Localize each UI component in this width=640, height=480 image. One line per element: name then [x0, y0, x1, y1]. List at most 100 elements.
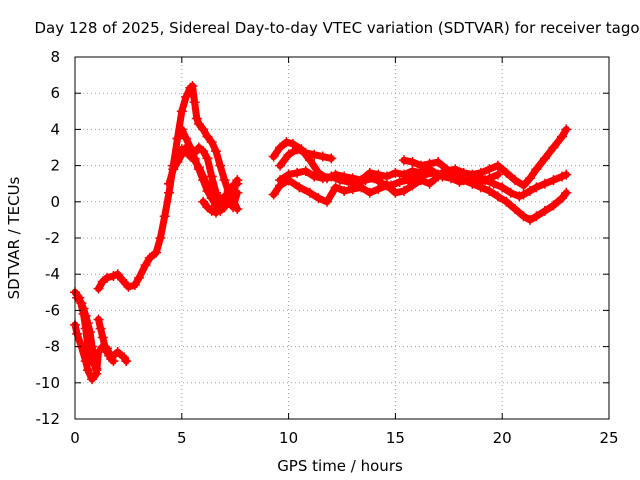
- x-tick-label: 20: [493, 429, 512, 447]
- data-point: [172, 153, 183, 164]
- data-point: [181, 91, 192, 102]
- grid-layer: [75, 57, 609, 419]
- data-point: [407, 166, 418, 177]
- data-point: [360, 175, 371, 186]
- data-point: [287, 138, 298, 149]
- data-point: [159, 211, 170, 222]
- data-point: [106, 354, 117, 365]
- data-point: [191, 113, 202, 124]
- data-point: [187, 80, 198, 91]
- data-point: [163, 187, 174, 198]
- data-series-track-14: [398, 155, 503, 189]
- data-point: [121, 356, 132, 367]
- data-point: [108, 356, 119, 367]
- data-point: [364, 187, 375, 198]
- data-point: [390, 187, 401, 198]
- data-point: [548, 175, 559, 186]
- data-point: [102, 272, 113, 283]
- data-point: [198, 146, 209, 157]
- data-point: [373, 184, 384, 195]
- data-point: [78, 303, 89, 314]
- data-point: [80, 310, 91, 321]
- data-point: [561, 169, 572, 180]
- data-point: [283, 175, 294, 186]
- data-point: [198, 124, 209, 135]
- data-point: [283, 149, 294, 160]
- data-point: [420, 169, 431, 180]
- chart-title: Day 128 of 2025, Sidereal Day-to-day VTE…: [34, 19, 639, 37]
- data-point: [381, 171, 392, 182]
- data-point: [510, 175, 521, 186]
- data-point: [219, 193, 230, 204]
- data-point: [223, 185, 234, 196]
- data-point: [381, 180, 392, 191]
- data-point: [531, 182, 542, 193]
- data-point: [181, 133, 192, 144]
- data-point: [309, 149, 320, 160]
- data-point: [501, 167, 512, 178]
- data-point: [548, 142, 559, 153]
- x-tick-label: 10: [279, 429, 298, 447]
- data-point: [557, 193, 568, 204]
- data-point: [82, 365, 93, 376]
- data-point: [112, 269, 123, 280]
- y-tick-label: -2: [45, 229, 60, 247]
- data-point: [193, 164, 204, 175]
- data-point: [275, 180, 286, 191]
- x-tick-label: 25: [599, 429, 618, 447]
- data-point: [99, 341, 110, 352]
- data-point: [185, 142, 196, 153]
- data-point: [343, 176, 354, 187]
- data-point: [281, 137, 292, 148]
- data-point: [394, 176, 405, 187]
- data-point: [484, 173, 495, 184]
- data-point: [561, 124, 572, 135]
- data-point: [176, 106, 187, 117]
- data-point: [441, 164, 452, 175]
- data-point: [484, 164, 495, 175]
- data-point: [518, 211, 529, 222]
- y-tick-label: 0: [50, 193, 60, 211]
- data-point: [210, 146, 221, 157]
- data-series-track-3: [72, 292, 102, 376]
- data-point: [398, 185, 409, 196]
- data-point: [510, 204, 521, 215]
- data-point: [91, 365, 102, 376]
- data-point: [309, 171, 320, 182]
- y-tick-label: -6: [45, 301, 60, 319]
- data-point: [407, 156, 418, 167]
- data-point: [202, 131, 213, 142]
- data-point: [202, 153, 213, 164]
- data-point: [189, 153, 200, 164]
- data-point: [87, 374, 98, 385]
- data-point: [189, 97, 200, 108]
- data-point: [93, 314, 104, 325]
- data-point: [347, 184, 358, 195]
- data-point: [322, 196, 333, 207]
- data-point: [193, 118, 204, 129]
- data-point: [531, 164, 542, 175]
- x-tick-label: 0: [70, 429, 80, 447]
- data-point: [155, 233, 166, 243]
- data-point: [97, 332, 108, 343]
- data-point: [268, 151, 279, 162]
- data-point: [492, 160, 503, 171]
- data-point: [72, 328, 83, 339]
- tick-layer: 0 5 10 15 20 25 -12 -10 -8 -6 -4 -2 0 2 4 6 8: [36, 48, 619, 447]
- data-point: [108, 271, 119, 282]
- y-tick-label: -4: [45, 265, 60, 283]
- data-point: [140, 260, 151, 271]
- data-point: [116, 274, 127, 285]
- data-point: [334, 175, 345, 186]
- data-point: [524, 214, 535, 225]
- data-point: [326, 171, 337, 182]
- data-point: [176, 144, 187, 155]
- data-point: [514, 191, 525, 202]
- data-point: [326, 153, 337, 164]
- data-point: [501, 196, 512, 207]
- data-point: [168, 160, 179, 171]
- y-tick-label: 4: [50, 120, 60, 138]
- data-point: [398, 155, 409, 166]
- data-point: [84, 327, 95, 338]
- y-axis-label: SDTVAR / TECUs: [5, 176, 23, 299]
